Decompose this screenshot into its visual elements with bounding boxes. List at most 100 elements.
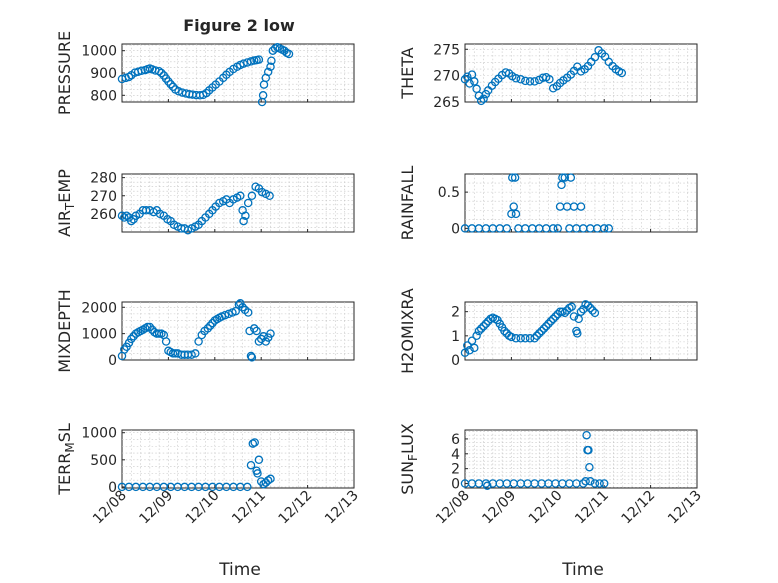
y-tick-label: 265 <box>433 95 460 111</box>
data-point <box>253 469 262 478</box>
data-point <box>154 66 164 76</box>
data-point <box>266 329 275 338</box>
data-point <box>224 309 233 319</box>
y-tick-label: 275 <box>433 42 460 58</box>
data-point <box>203 324 213 333</box>
data-point <box>546 317 556 326</box>
y-tick-label: 500 <box>90 453 117 469</box>
data-point <box>460 348 470 358</box>
data-point <box>259 332 268 341</box>
data-series <box>117 299 275 362</box>
data-point <box>143 322 152 332</box>
data-point <box>127 334 136 344</box>
data-point <box>566 173 576 182</box>
data-point <box>460 75 470 84</box>
y-tick-label: 1000 <box>81 426 117 442</box>
data-point <box>205 321 215 330</box>
data-point <box>604 224 614 233</box>
data-point <box>246 351 256 361</box>
data-point <box>588 306 597 315</box>
data-point <box>164 77 173 86</box>
data-point <box>530 334 539 343</box>
data-point <box>171 349 180 358</box>
y-tick-label: 900 <box>90 66 117 82</box>
axes-box <box>464 301 698 361</box>
subplot-pressure: 800 900 1000 PRESSURE <box>55 31 355 115</box>
data-point <box>474 326 484 336</box>
data-point <box>120 213 129 222</box>
data-point <box>479 94 488 104</box>
data-point <box>576 202 586 211</box>
data-point <box>521 334 530 343</box>
y-axis-label: TERRMSL <box>55 423 77 496</box>
data-point <box>595 479 604 488</box>
data-series <box>460 173 614 233</box>
y-tick-label: 0 <box>108 353 117 369</box>
data-point <box>548 224 558 233</box>
data-point <box>465 346 474 355</box>
data-point <box>194 337 203 346</box>
data-point <box>141 206 151 215</box>
y-axis-label: PRESSURE <box>55 31 74 115</box>
y-axis-label: MIXDEPTH <box>55 289 74 372</box>
data-point <box>525 77 535 86</box>
y-tick-label: 800 <box>90 88 117 104</box>
data-point <box>243 198 253 208</box>
data-point <box>220 310 230 320</box>
data-point <box>247 191 257 201</box>
data-point <box>137 66 146 76</box>
data-point <box>238 303 247 312</box>
data-point <box>202 88 211 98</box>
data-point <box>465 79 474 88</box>
data-point <box>467 336 477 345</box>
data-point <box>516 334 525 343</box>
data-point <box>576 307 586 316</box>
data-point <box>284 49 294 59</box>
data-point <box>120 345 129 354</box>
data-point <box>166 79 175 89</box>
data-point <box>479 321 488 331</box>
data-point <box>127 216 136 226</box>
axes-box <box>121 429 355 489</box>
data-point <box>481 319 491 329</box>
data-point <box>569 312 579 321</box>
y-tick-label: 0 <box>108 480 117 496</box>
data-point <box>521 76 530 86</box>
data-point <box>581 477 590 486</box>
data-series <box>460 46 627 106</box>
data-series <box>117 43 294 107</box>
data-point <box>476 96 486 106</box>
data-point <box>124 72 134 82</box>
data-point <box>243 482 252 492</box>
data-point <box>510 173 520 182</box>
data-point <box>511 334 521 343</box>
data-point <box>250 438 259 447</box>
data-point <box>558 173 567 182</box>
y-tick-label: 2 <box>451 305 460 321</box>
y-tick-label: 260 <box>90 207 117 223</box>
data-point <box>157 68 166 78</box>
data-point <box>574 314 583 324</box>
subplot-theta: 265 270 275 THETA <box>398 42 698 111</box>
data-point <box>258 91 268 100</box>
data-point <box>247 353 257 362</box>
subplot-mixdepth: 0 1000 2000 MIXDEPTH <box>55 289 355 373</box>
data-point <box>266 62 275 72</box>
data-point <box>168 82 178 92</box>
data-series <box>117 438 275 492</box>
data-point <box>537 326 546 336</box>
data-point <box>470 343 479 353</box>
data-point <box>573 329 582 338</box>
data-point <box>532 331 542 341</box>
data-point <box>509 202 518 211</box>
data-point <box>590 308 600 318</box>
data-point <box>154 329 164 338</box>
data-point <box>231 306 240 316</box>
data-point <box>187 350 196 359</box>
data-point <box>583 301 593 310</box>
y-tick-label: 0 <box>451 477 460 493</box>
axes-box <box>121 301 355 361</box>
data-point <box>263 67 273 77</box>
y-tick-label: 0 <box>451 221 460 237</box>
data-point <box>582 430 591 440</box>
